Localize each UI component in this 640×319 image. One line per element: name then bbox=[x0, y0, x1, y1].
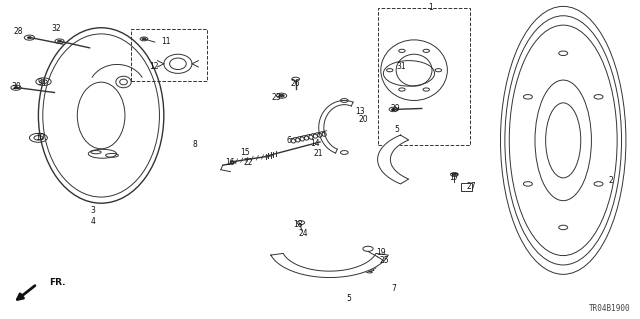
Text: 31: 31 bbox=[396, 63, 406, 71]
Text: 9: 9 bbox=[37, 78, 42, 87]
Text: 22: 22 bbox=[244, 158, 253, 167]
Text: 19: 19 bbox=[376, 248, 387, 257]
Text: TR04B1900: TR04B1900 bbox=[589, 304, 630, 313]
Text: 16: 16 bbox=[225, 158, 236, 167]
Text: 23: 23 bbox=[271, 93, 282, 102]
Text: 25: 25 bbox=[379, 256, 389, 265]
Circle shape bbox=[452, 174, 456, 175]
Text: 29: 29 bbox=[390, 104, 401, 113]
Circle shape bbox=[58, 40, 61, 42]
Circle shape bbox=[279, 94, 284, 97]
Bar bbox=[378, 8, 470, 145]
Text: 26: 26 bbox=[291, 79, 301, 88]
Circle shape bbox=[14, 87, 18, 89]
Text: 4: 4 bbox=[90, 217, 95, 226]
Text: 18: 18 bbox=[293, 220, 302, 229]
Circle shape bbox=[392, 108, 396, 110]
Text: 10: 10 bbox=[35, 133, 45, 142]
Text: 32: 32 bbox=[51, 24, 61, 33]
Text: 30: 30 bbox=[11, 82, 21, 91]
Text: 6: 6 bbox=[287, 137, 292, 145]
Text: 24: 24 bbox=[298, 229, 308, 238]
Polygon shape bbox=[271, 253, 388, 278]
Text: 27: 27 bbox=[467, 182, 477, 191]
Text: 8: 8 bbox=[193, 140, 198, 149]
Bar bbox=[131, 29, 207, 81]
Text: 15: 15 bbox=[240, 148, 250, 157]
Text: 7: 7 bbox=[392, 284, 397, 293]
Circle shape bbox=[142, 38, 146, 40]
Text: 2: 2 bbox=[609, 176, 614, 185]
Circle shape bbox=[28, 37, 31, 39]
Text: 14: 14 bbox=[310, 139, 320, 148]
Bar bbox=[461, 183, 472, 191]
Text: 5: 5 bbox=[346, 294, 351, 303]
Text: 11: 11 bbox=[162, 37, 171, 46]
Text: 12: 12 bbox=[149, 63, 158, 71]
Text: 5: 5 bbox=[394, 125, 399, 134]
Text: 1: 1 bbox=[428, 4, 433, 12]
Text: 3: 3 bbox=[90, 206, 95, 215]
Text: 13: 13 bbox=[355, 107, 365, 116]
Text: 28: 28 bbox=[13, 27, 22, 36]
Polygon shape bbox=[378, 135, 409, 184]
Text: FR.: FR. bbox=[49, 278, 65, 287]
Text: 21: 21 bbox=[314, 149, 323, 158]
Text: 20: 20 bbox=[358, 115, 369, 124]
Text: 17: 17 bbox=[449, 173, 460, 182]
